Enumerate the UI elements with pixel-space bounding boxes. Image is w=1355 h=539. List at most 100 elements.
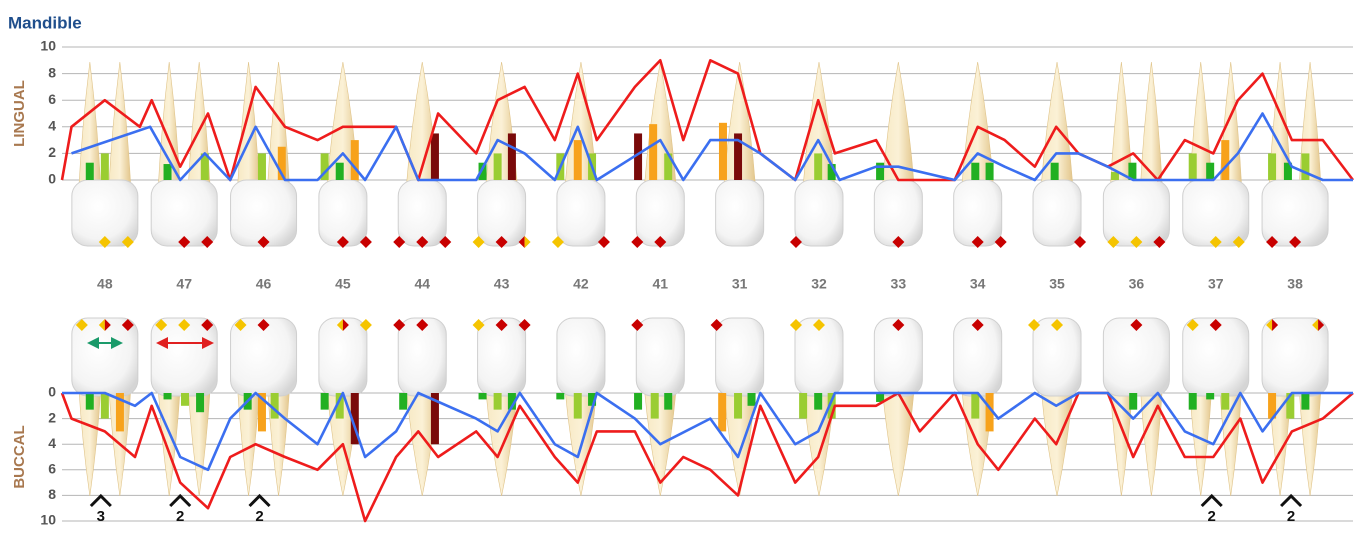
tooth-label: 43 (494, 276, 510, 292)
panel-label: LINGUAL (11, 80, 28, 147)
bar (350, 393, 359, 445)
marker-diamond (439, 236, 452, 248)
bar (1301, 153, 1310, 180)
bar (588, 393, 597, 406)
y-tick-label: 2 (48, 409, 56, 425)
bar (335, 393, 344, 419)
marker-diamond (234, 319, 247, 331)
bar (270, 393, 279, 419)
marker-diamond (789, 319, 802, 331)
marker-diamond (201, 319, 214, 331)
marker-diamond (257, 236, 270, 248)
marker-diamond (1186, 319, 1199, 331)
marker-diamond (518, 319, 531, 331)
bar (1206, 393, 1215, 400)
tooth-root (157, 387, 181, 497)
marker-diamond (1318, 319, 1325, 331)
bar (556, 393, 565, 400)
marker-diamond (121, 236, 134, 248)
marker-diamond (178, 236, 191, 248)
bar (876, 162, 885, 180)
bar (257, 393, 266, 432)
marker-diamond (1272, 319, 1279, 331)
tooth-label: 31 (732, 276, 748, 292)
bar (320, 393, 329, 410)
y-tick-label: 10 (40, 512, 56, 528)
line-series (62, 391, 1353, 472)
bar (634, 133, 643, 180)
marker-diamond (155, 319, 168, 331)
bar (399, 393, 408, 410)
tooth-root (1110, 387, 1133, 497)
tooth-root (882, 61, 915, 189)
tooth-label: 48 (97, 276, 113, 292)
bar (971, 393, 980, 419)
bar (799, 393, 808, 419)
bar (664, 393, 673, 410)
tooth-root (723, 61, 756, 189)
marker-diamond (1074, 236, 1087, 248)
marker-diamond (104, 319, 111, 331)
y-tick-label: 6 (48, 91, 56, 107)
tooth-crown (715, 179, 765, 247)
tooth-crown (556, 179, 606, 247)
tooth-crown (635, 317, 685, 397)
y-tick-label: 0 (48, 171, 56, 187)
tooth-label: 42 (573, 276, 589, 292)
bar (718, 393, 727, 432)
y-tick-label: 8 (48, 486, 56, 502)
tooth-root (1140, 387, 1163, 497)
bar (320, 153, 329, 180)
y-tick-label: 2 (48, 144, 56, 160)
bar (814, 393, 823, 410)
bar (1188, 153, 1197, 180)
bar (649, 124, 658, 180)
bar (335, 162, 344, 180)
marker-diamond (597, 236, 610, 248)
marker-diamond (892, 236, 905, 248)
bar (985, 162, 994, 180)
bar (478, 393, 487, 400)
bar (100, 393, 109, 419)
tooth-root (1140, 61, 1163, 189)
bar (180, 393, 189, 406)
marker-diamond (1289, 236, 1302, 248)
bar (196, 393, 205, 413)
marker-diamond (1153, 236, 1166, 248)
lines-layer (60, 59, 1355, 523)
marker-diamond (121, 319, 134, 331)
marker-diamond (812, 319, 825, 331)
line-series (60, 391, 1354, 523)
bar (650, 393, 659, 419)
tooth-label: 37 (1208, 276, 1224, 292)
bar (985, 393, 994, 432)
tooth-label: 32 (811, 276, 827, 292)
bar (507, 133, 516, 180)
marker-diamond (1232, 236, 1245, 248)
marker-diamond (495, 319, 508, 331)
tooth-root (1298, 387, 1322, 497)
furcation-value: 2 (1287, 508, 1295, 525)
bar (1286, 393, 1295, 419)
marker-diamond (1107, 236, 1120, 248)
bar (827, 164, 836, 180)
bar (493, 153, 502, 180)
marker-diamond (1266, 236, 1279, 248)
bar (971, 162, 980, 180)
tooth-root (1219, 387, 1243, 497)
text-layer: 48 47 46 45 44 43 42 41 31 32 33 34 35 36 37 38LINGUAL0… (11, 38, 1303, 528)
bar (1301, 393, 1310, 410)
tooth-root (108, 61, 132, 189)
tooth-label: 38 (1287, 276, 1303, 292)
bar (573, 393, 582, 419)
tooth-crown (556, 317, 606, 397)
tooth-label: 46 (256, 276, 272, 292)
bar (163, 393, 172, 400)
tooth-root (108, 387, 132, 497)
marker-diamond (518, 236, 525, 248)
bar (1268, 153, 1277, 180)
tooth-crown (794, 179, 844, 247)
bar (1221, 140, 1230, 180)
bar (478, 162, 487, 180)
marker-diamond (98, 236, 111, 248)
